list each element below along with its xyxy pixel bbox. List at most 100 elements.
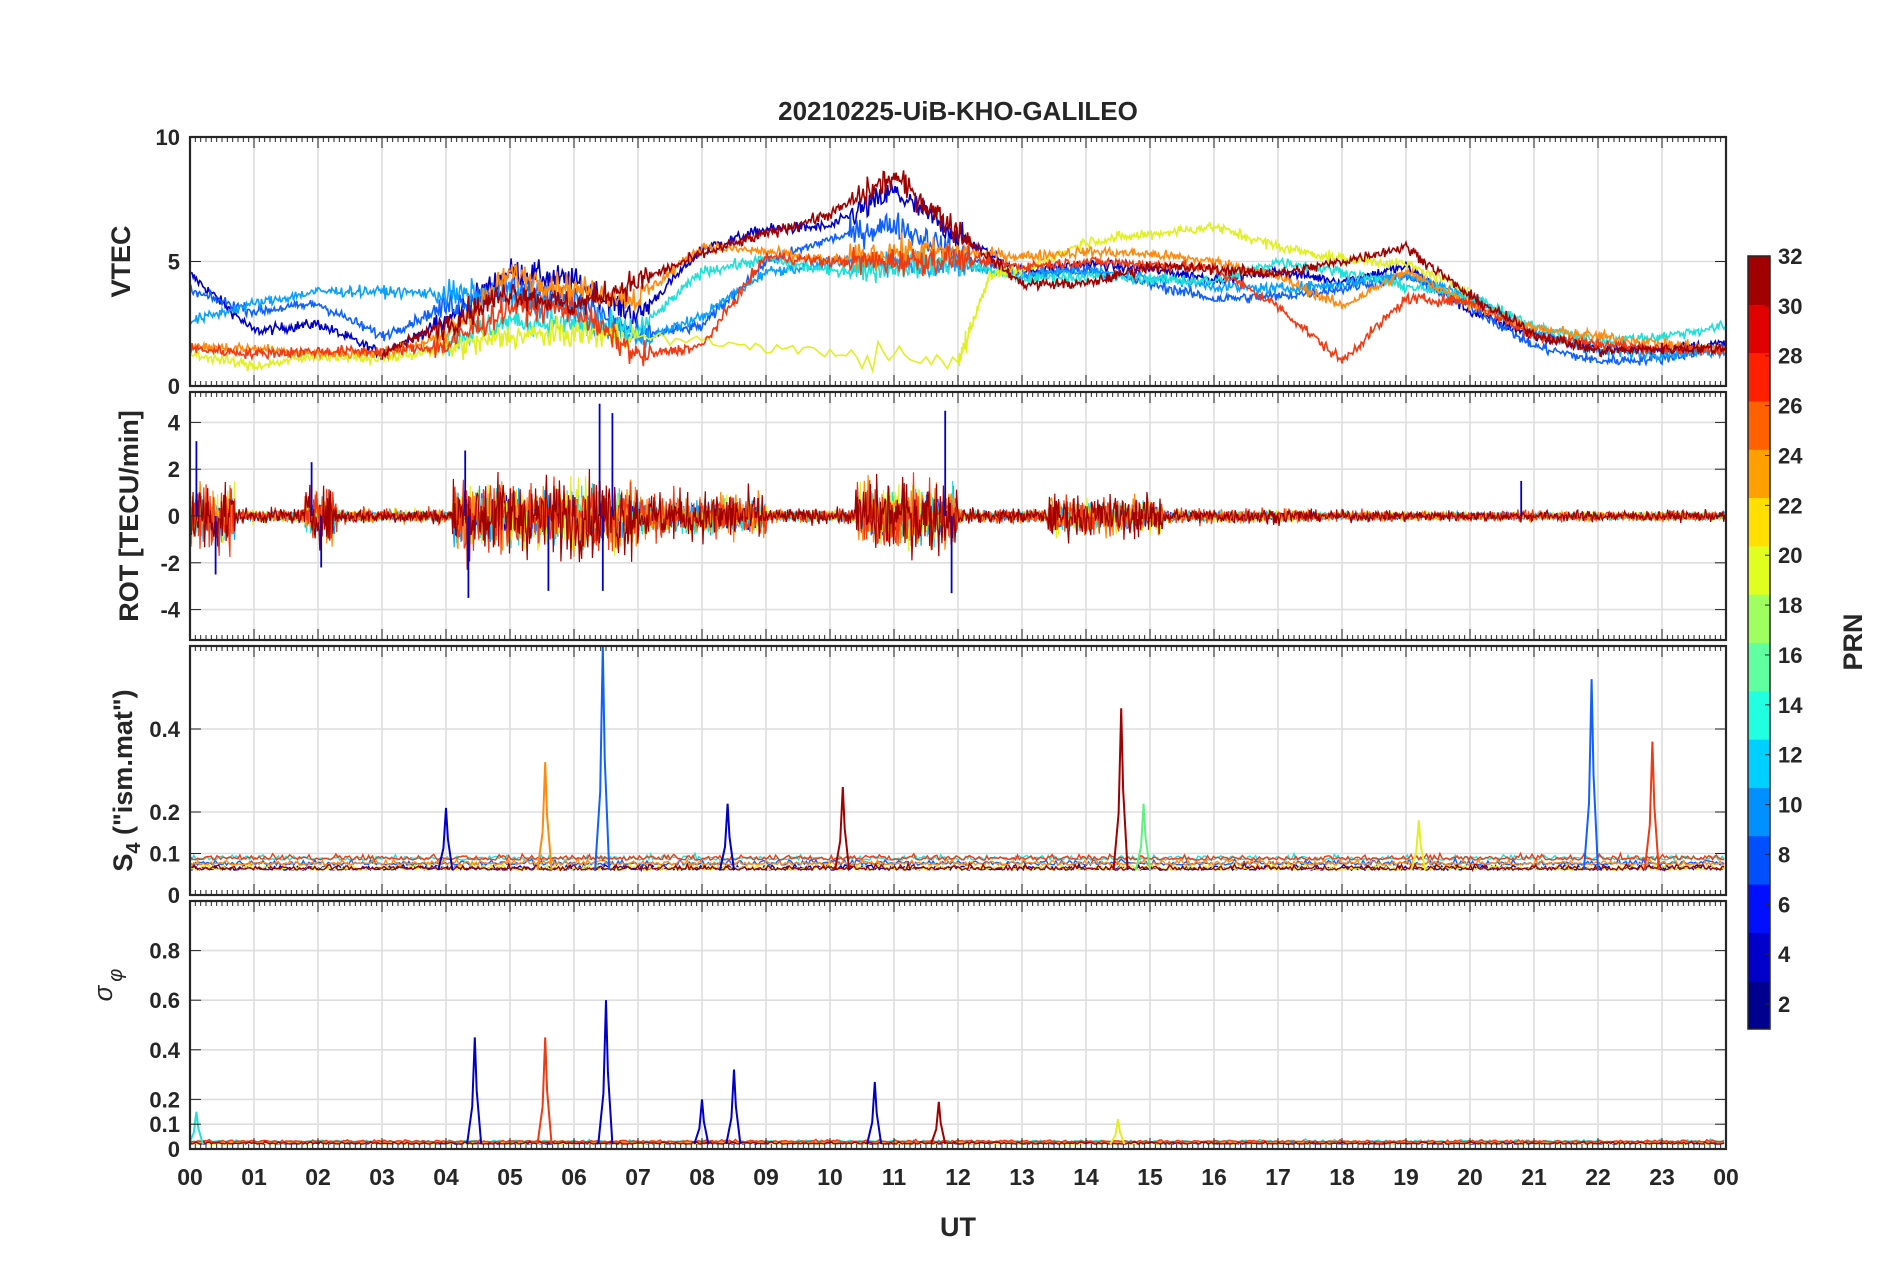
x-tick-label: 10 — [817, 1164, 843, 1190]
y-tick-label: 0 — [168, 504, 180, 529]
series-spike — [1582, 679, 1599, 871]
colorbar-tick-label: 30 — [1778, 294, 1802, 319]
colorbar-tick-label: 20 — [1778, 543, 1802, 568]
panel-data — [190, 170, 1726, 375]
panel-data — [190, 1000, 1725, 1146]
y-tick-label: 0.4 — [149, 1038, 180, 1063]
x-tick-label: 08 — [689, 1164, 715, 1190]
colorbar-segment — [1748, 739, 1770, 764]
panel-ticks — [190, 646, 1726, 896]
series-line — [445, 248, 1726, 357]
series-spike — [718, 803, 735, 871]
x-tick-label: 17 — [1265, 1164, 1291, 1190]
colorbar-tick-label: 4 — [1778, 942, 1791, 967]
colorbar-segment — [1748, 425, 1770, 450]
y-tick-label: 0.1 — [149, 842, 180, 867]
x-tick-label: 00 — [177, 1164, 203, 1190]
colorbar-tick-label: 8 — [1778, 842, 1790, 867]
chart-title: 20210225-UiB-KHO-GALILEO — [778, 96, 1138, 126]
y-tick-label: 0.2 — [149, 1087, 180, 1112]
colorbar-segment — [1748, 980, 1770, 1006]
x-tick-label: 14 — [1073, 1164, 1099, 1190]
series-line — [190, 221, 1470, 375]
series-spike — [594, 646, 611, 871]
series-spike — [834, 787, 851, 871]
colorbar-segment — [1748, 521, 1770, 547]
colorbar-segment — [1748, 835, 1770, 861]
colorbar-label: PRN — [1838, 613, 1868, 670]
x-tick-label: 21 — [1521, 1164, 1547, 1190]
y-tick-label: 0.2 — [149, 800, 180, 825]
y-tick-label: 0.1 — [149, 1112, 180, 1137]
colorbar-tick-label: 16 — [1778, 643, 1802, 668]
colorbar-segment — [1748, 666, 1770, 692]
colorbar-segment — [1748, 642, 1770, 668]
x-tick-label: 15 — [1137, 1164, 1163, 1190]
y-axis-label: VTEC — [106, 225, 136, 297]
colorbar-tick-label: 18 — [1778, 593, 1802, 618]
colorbar-segment — [1748, 787, 1770, 813]
colorbar-segment — [1748, 884, 1770, 909]
series-spike — [437, 807, 454, 871]
x-tick-label: 13 — [1009, 1164, 1035, 1190]
colorbar-segment — [1748, 763, 1770, 788]
x-tick-label: 00 — [1713, 1164, 1739, 1190]
colorbar-segment — [1748, 1004, 1770, 1030]
colorbar-segment — [1748, 956, 1770, 982]
panel-ticks — [190, 392, 1726, 640]
y-tick-label: 0.8 — [149, 939, 180, 964]
y-axis-label: ROT [TECU/min] — [114, 410, 144, 621]
series-spike — [725, 1069, 742, 1145]
colorbar-segment — [1748, 400, 1770, 426]
panel-ticks — [190, 136, 1726, 387]
series-spike — [1643, 741, 1660, 871]
y-axis-label: S4 ("ism.mat") — [108, 689, 145, 871]
colorbar-frame — [1747, 255, 1771, 1030]
colorbar-segment — [1748, 449, 1770, 474]
x-tick-label: 04 — [433, 1164, 459, 1190]
panel-4: 00.10.2 0.4 0.6 0.8 σφ 00 01 02 03 04 05 06 07 08 09 10… — [88, 899, 1739, 1190]
x-tick-label: 07 — [625, 1164, 651, 1190]
colorbar-segment — [1748, 545, 1770, 571]
y-axis-label: σφ — [88, 969, 127, 1002]
x-tick-label: 12 — [945, 1164, 971, 1190]
colorbar-segment — [1748, 376, 1770, 402]
x-tick-label: 20 — [1457, 1164, 1483, 1190]
y-tick-label: -4 — [160, 598, 180, 623]
panel-2: -4 -2 0 2 4 ROT [TECU/min] — [114, 390, 1728, 642]
series-line — [190, 232, 1726, 362]
colorbar-tick-label: 14 — [1778, 693, 1803, 718]
x-tick-label: 16 — [1201, 1164, 1227, 1190]
series-line — [190, 856, 1725, 868]
colorbar-segment — [1748, 280, 1770, 305]
y-tick-label: 0 — [168, 1137, 180, 1162]
panel-1: 0 5 10 VTEC — [106, 125, 1728, 399]
y-tick-label: 0.4 — [149, 717, 180, 742]
colorbar-segment — [1748, 908, 1770, 933]
series-spike — [536, 762, 553, 871]
y-tick-label: 2 — [168, 457, 180, 482]
series-spike — [1410, 820, 1427, 871]
colorbar-tick-label: 12 — [1778, 743, 1802, 768]
x-tick-label: 18 — [1329, 1164, 1355, 1190]
series-spike — [1109, 1119, 1126, 1145]
y-tick-label: 0.6 — [149, 988, 180, 1013]
x-tick-label: 19 — [1393, 1164, 1419, 1190]
x-tick-label: 23 — [1649, 1164, 1675, 1190]
panel-grid — [190, 901, 1726, 1149]
colorbar-segment — [1748, 497, 1770, 523]
series-spike — [930, 1101, 947, 1145]
series-spike — [1134, 803, 1151, 871]
series-line — [381, 170, 1726, 360]
panel-ticks — [190, 901, 1726, 1150]
colorbar-segment — [1748, 256, 1770, 281]
series-line — [190, 856, 1725, 867]
x-tick-label: 05 — [497, 1164, 523, 1190]
colorbar-segment — [1748, 594, 1770, 619]
colorbar-segment — [1748, 690, 1770, 716]
series-spike — [190, 1111, 204, 1145]
colorbar-segment — [1748, 932, 1770, 958]
colorbar-tick-label: 2 — [1778, 992, 1790, 1017]
